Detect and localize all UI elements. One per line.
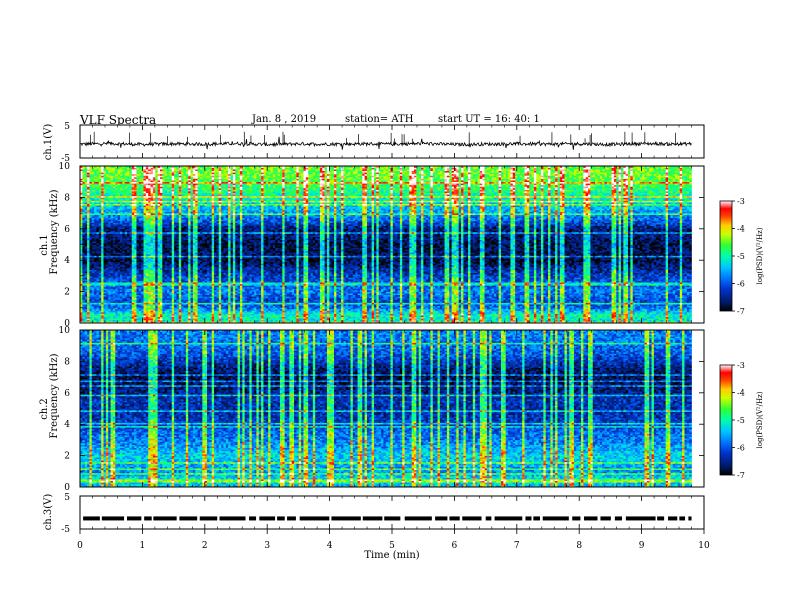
ch1-waveform-panel: 5 -5 ch.1(V) xyxy=(43,122,704,164)
ch1-ytick-top: 5 xyxy=(64,122,70,132)
ch1-ylabel: ch.1(V) xyxy=(43,124,54,161)
